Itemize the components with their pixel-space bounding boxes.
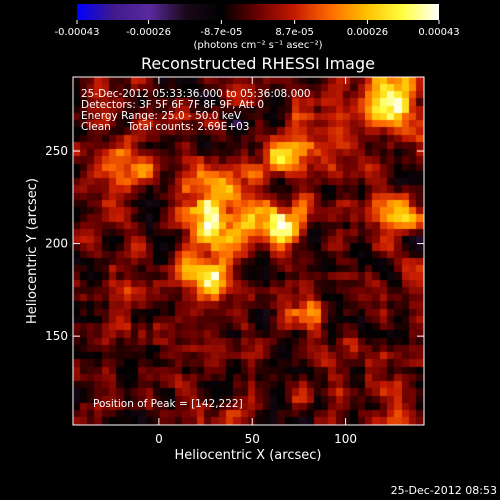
chart-title: Reconstructed RHESSI Image: [141, 54, 375, 73]
colorbar-unit-label: (photons cm⁻² s⁻¹ asec⁻²): [193, 40, 322, 51]
x-axis-ticks: 0 50 100: [155, 77, 357, 446]
colorbar-tick-label: 0.00043: [418, 27, 459, 38]
colorbar: -0.00043 -0.00026 -8.7e-05 8.7e-05 0.00026 0.…: [55, 4, 460, 51]
x-tick-label: 100: [334, 432, 357, 446]
y-tick-label: 250: [45, 144, 68, 158]
x-tick-label: 0: [155, 432, 163, 446]
colorbar-tick-label: -0.00026: [126, 27, 171, 38]
y-tick-label: 200: [45, 237, 68, 251]
annotation-peak-position: Position of Peak = [142,222]: [93, 398, 243, 410]
plot-frame: [72, 76, 425, 426]
colorbar-tick-label: -0.00043: [55, 27, 100, 38]
colorbar-gradient: [77, 4, 439, 20]
chart-title-area: Reconstructed RHESSI Image: [141, 54, 375, 73]
y-axis-ticks: 150 200 250: [45, 144, 424, 343]
y-axis-label: Heliocentric Y (arcsec): [25, 178, 40, 324]
footer-timestamp: 25-Dec-2012 08:53: [391, 484, 497, 497]
annotation-time-range: 25-Dec-2012 05:33:36.000 to 05:36:08.000: [81, 88, 311, 100]
colorbar-ticks: -0.00043 -0.00026 -8.7e-05 8.7e-05 0.00026 0.…: [55, 20, 460, 38]
heatmap-image: [73, 77, 424, 425]
colorbar-tick-label: 8.7e-05: [275, 27, 313, 38]
x-tick-label: 50: [245, 432, 260, 446]
colorbar-tick-label: -8.7e-05: [200, 27, 242, 38]
annotation-method-counts: Clean Total counts: 2.69E+03: [81, 121, 250, 133]
y-tick-label: 150: [45, 329, 68, 343]
colorbar-tick-label: 0.00026: [347, 27, 388, 38]
annotation-detectors: Detectors: 3F 5F 6F 7F 8F 9F, Att 0: [81, 99, 264, 111]
x-axis-label: Heliocentric X (arcsec): [175, 448, 322, 463]
annotation-energy-range: Energy Range: 25.0 - 50.0 keV: [81, 110, 242, 122]
